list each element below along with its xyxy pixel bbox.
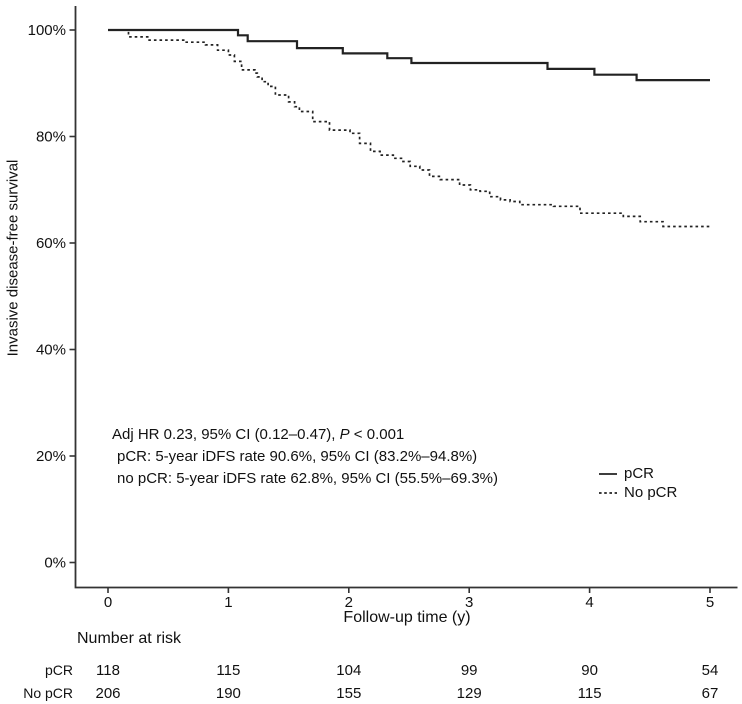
x-tick-label-5: 5 <box>706 594 714 611</box>
x-tick-label-0: 0 <box>104 594 112 611</box>
risk-count-pcr-y1: 115 <box>216 662 241 679</box>
hr-text: Adj HR 0.23, 95% CI (0.12–0.47), <box>112 426 340 443</box>
y-tick-label-100: 100% <box>28 22 66 39</box>
legend-label-pcr: pCR <box>624 465 655 482</box>
dashed-line-swatch <box>599 491 617 494</box>
legend-item-pcr: pCR <box>599 465 677 482</box>
annotation-line-nopcr: no pCR: 5-year iDFS rate 62.8%, 95% CI (… <box>117 470 499 487</box>
risk-count-no-pcr-y3: 129 <box>456 685 482 702</box>
km-curve-no-pcr <box>108 29 711 229</box>
legend: pCR No pCR <box>599 465 677 501</box>
legend-item-no-pcr: No pCR <box>599 484 677 501</box>
risk-table-title: Number at risk <box>77 630 182 647</box>
risk-count-no-pcr-y4: 115 <box>577 685 602 702</box>
legend-label-no-pcr: No pCR <box>624 484 678 501</box>
stats-annotation: Adj HR 0.23, 95% CI (0.12–0.47), P < 0.0… <box>112 424 498 490</box>
risk-count-pcr-y5: 54 <box>701 662 719 679</box>
x-tick-label-3: 3 <box>465 594 473 611</box>
km-curve-pcr <box>108 28 710 82</box>
risk-row-label-pcr: pCR <box>44 662 73 678</box>
x-tick-label-1: 1 <box>224 594 232 611</box>
y-axis-title: Invasive disease-free survival <box>4 159 22 357</box>
y-tick-label-80: 80% <box>36 129 66 146</box>
annotation-line-hr: Adj HR 0.23, 95% CI (0.12–0.47), P < 0.0… <box>112 424 498 446</box>
risk-count-pcr-y2: 104 <box>336 662 362 679</box>
risk-count-no-pcr-y2: 155 <box>336 685 362 702</box>
axes-line <box>74 6 738 589</box>
risk-row-label-no-pcr: No pCR <box>23 685 73 701</box>
x-tick-label-4: 4 <box>585 594 593 611</box>
y-tick-label-60: 60% <box>36 235 66 252</box>
risk-count-no-pcr-y1: 190 <box>215 685 241 702</box>
y-tick-label-40: 40% <box>36 342 66 359</box>
x-tick-label-2: 2 <box>345 594 353 611</box>
risk-count-pcr-y0: 118 <box>96 662 120 679</box>
p-value-text: < 0.001 <box>349 426 405 443</box>
risk-count-pcr-y4: 90 <box>581 662 598 679</box>
solid-line-swatch <box>599 472 617 475</box>
risk-count-no-pcr-y5: 67 <box>701 685 719 702</box>
p-value-symbol: P <box>339 426 350 443</box>
annotation-line-pcr: pCR: 5-year iDFS rate 90.6%, 95% CI (83.… <box>117 448 478 465</box>
risk-count-no-pcr-y0: 206 <box>95 685 121 702</box>
y-tick-label-0: 0% <box>44 555 66 572</box>
risk-count-pcr-y3: 99 <box>460 662 478 679</box>
y-tick-label-20: 20% <box>36 448 66 465</box>
x-axis-title: Follow-up time (y) <box>343 609 471 626</box>
